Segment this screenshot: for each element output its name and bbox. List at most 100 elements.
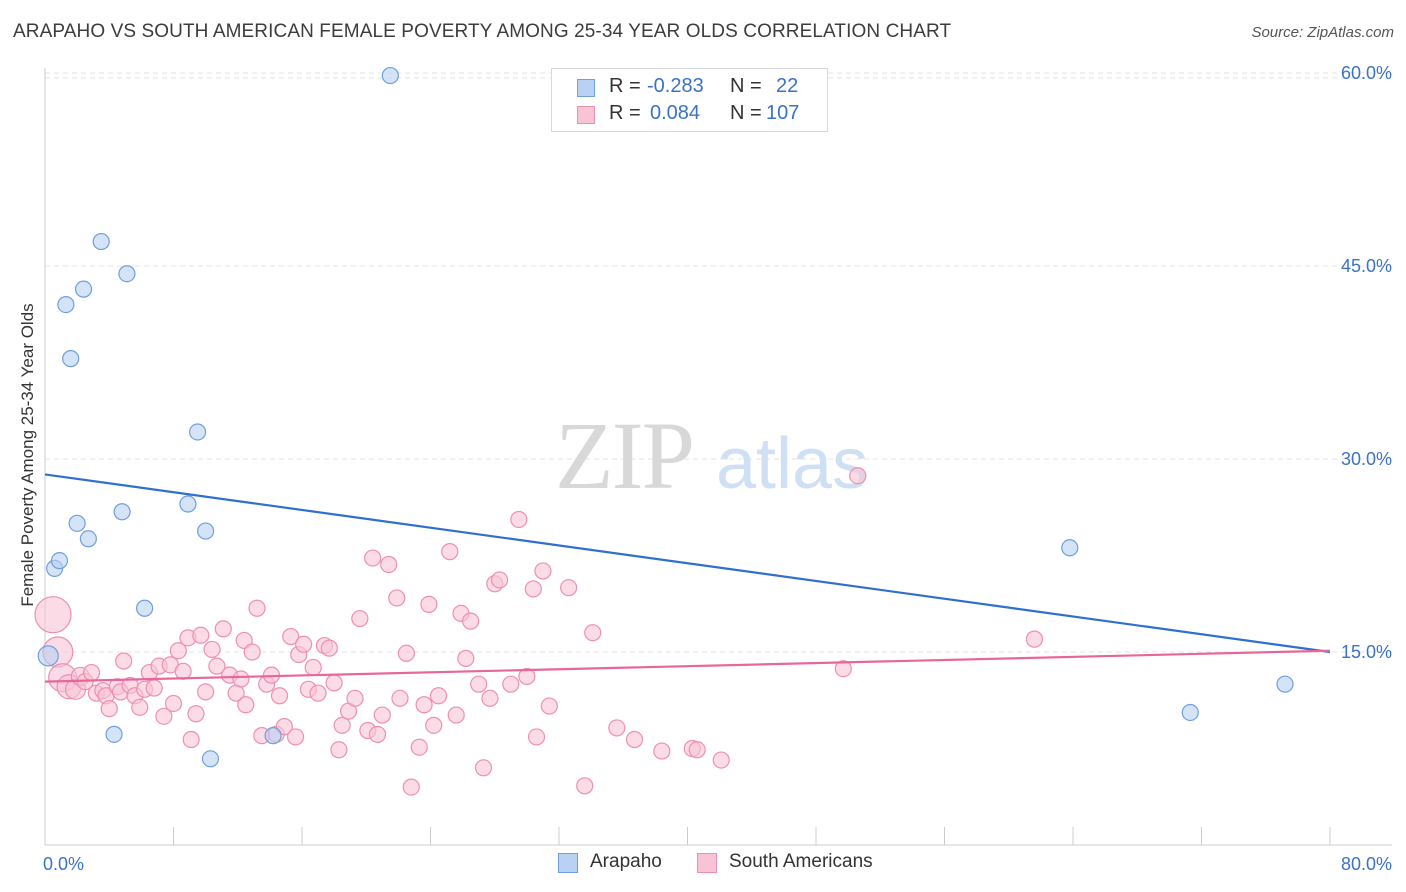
- south-americans-point: [534, 562, 552, 580]
- y-tick-label: 30.0%: [1341, 449, 1392, 469]
- y-axis-label: Female Poverty Among 25-34 Year Olds: [18, 303, 37, 607]
- gridlines: [45, 72, 1392, 653]
- arapaho-point: [1181, 703, 1199, 722]
- arapaho-legend-swatch: [558, 853, 578, 873]
- south-americans-point: [402, 778, 420, 796]
- south-americans-point: [351, 609, 369, 628]
- arapaho-legend-label: Arapaho: [590, 851, 662, 872]
- legend-r-label: R =: [609, 75, 641, 97]
- south-americans-point: [155, 707, 173, 725]
- watermark-zip: ZIP: [555, 402, 693, 509]
- south-americans-point: [490, 571, 509, 589]
- south-americans-point: [391, 689, 409, 707]
- south-americans-point: [380, 555, 398, 574]
- south-americans-point: [688, 741, 706, 759]
- arapaho-trend-line: [44, 473, 1331, 654]
- arapaho-point: [62, 350, 80, 368]
- watermark-atlas: atlas: [716, 424, 868, 504]
- south-americans-point: [248, 599, 266, 617]
- south-americans-point: [34, 596, 72, 634]
- south-americans-point: [653, 742, 671, 760]
- south-americans-point: [373, 706, 391, 724]
- south-americans-point: [470, 675, 488, 693]
- south-americans-point: [388, 589, 406, 607]
- arapaho-point: [79, 530, 97, 548]
- south-americans-point: [82, 663, 101, 682]
- arapaho-point: [113, 503, 131, 521]
- south-americans-point: [425, 716, 443, 734]
- south-americans-point: [608, 719, 626, 737]
- south-americans-point: [368, 725, 387, 743]
- y-tick-label: 45.0%: [1341, 256, 1392, 276]
- arapaho-point: [92, 232, 110, 251]
- south-americans-point: [330, 741, 348, 759]
- correlation-legend: R = -0.283 N = 22 R = 0.084 N = 107: [551, 68, 828, 132]
- arapaho-point: [197, 522, 215, 540]
- arapaho-point: [1061, 539, 1079, 557]
- south-americans-point: [834, 660, 852, 678]
- legend-r-value: 0.084: [650, 102, 701, 124]
- south-americans-point: [100, 700, 118, 718]
- arapaho-point: [68, 514, 86, 532]
- south-americans-point: [187, 705, 205, 723]
- south-americans-point: [131, 698, 149, 716]
- arapaho-point: [179, 495, 197, 513]
- south-americans-point: [203, 640, 221, 659]
- south-americans-point: [169, 642, 187, 660]
- south-americans-point: [275, 718, 293, 736]
- south-americans-point: [524, 580, 542, 598]
- bottom-legend-south-americans: South Americans: [697, 851, 897, 877]
- south-americans-point: [243, 643, 261, 661]
- south-americans-point: [457, 649, 475, 668]
- arapaho-point: [135, 599, 154, 617]
- south-americans-point: [282, 627, 300, 646]
- x-tick-label: 0.0%: [43, 854, 84, 874]
- y-tick-label: 15.0%: [1341, 642, 1392, 662]
- arapaho-point: [201, 750, 220, 768]
- south-americans-point: [232, 670, 250, 688]
- chart-title: ARAPAHO VS SOUTH AMERICAN FEMALE POVERTY…: [13, 21, 952, 42]
- arapaho-point: [264, 727, 282, 745]
- south-americans-point: [420, 595, 438, 613]
- south-americans-point: [540, 697, 558, 715]
- south-americans-point: [429, 687, 448, 705]
- legend-r-label: R =: [609, 102, 641, 124]
- south-americans-point: [625, 730, 644, 749]
- south-americans-trend-line: [44, 649, 1331, 683]
- arapaho-point: [105, 725, 123, 743]
- south-americans-point: [115, 652, 133, 670]
- south-americans-legend-swatch: [697, 853, 717, 873]
- arapaho-point: [118, 265, 136, 283]
- south-americans-point: [320, 639, 338, 657]
- chart-source: Source: ZipAtlas.com: [1251, 24, 1394, 41]
- arapaho-swatch: [577, 79, 595, 97]
- south-americans-point: [410, 738, 428, 756]
- south-americans-point: [584, 624, 602, 642]
- legend-n-value: 22: [776, 75, 799, 97]
- south-americans-point: [712, 751, 730, 769]
- south-americans-point: [849, 467, 867, 485]
- south-americans-point: [441, 543, 459, 561]
- arapaho-point: [50, 552, 69, 570]
- south-americans-point: [295, 635, 313, 653]
- south-americans-point: [576, 777, 594, 795]
- arapaho-point: [37, 645, 59, 667]
- y-tick-label: 60.0%: [1341, 63, 1392, 83]
- south-americans-point: [309, 684, 327, 702]
- bottom-legend-arapaho: Arapaho: [558, 851, 678, 877]
- south-americans-point: [364, 549, 382, 567]
- south-americans-point: [518, 667, 536, 686]
- south-americans-point: [325, 674, 343, 692]
- south-americans-point: [560, 579, 578, 597]
- south-americans-point: [447, 706, 465, 724]
- south-americans-point: [527, 728, 546, 746]
- south-americans-point: [1025, 630, 1044, 648]
- legend-r-value: -0.283: [647, 75, 704, 97]
- south-americans-point: [270, 687, 289, 705]
- watermark: ZIP atlas: [555, 402, 868, 509]
- south-americans-legend-label: South Americans: [729, 851, 873, 872]
- south-americans-point: [333, 716, 351, 734]
- south-americans-point: [145, 679, 163, 697]
- arapaho-point: [74, 280, 93, 298]
